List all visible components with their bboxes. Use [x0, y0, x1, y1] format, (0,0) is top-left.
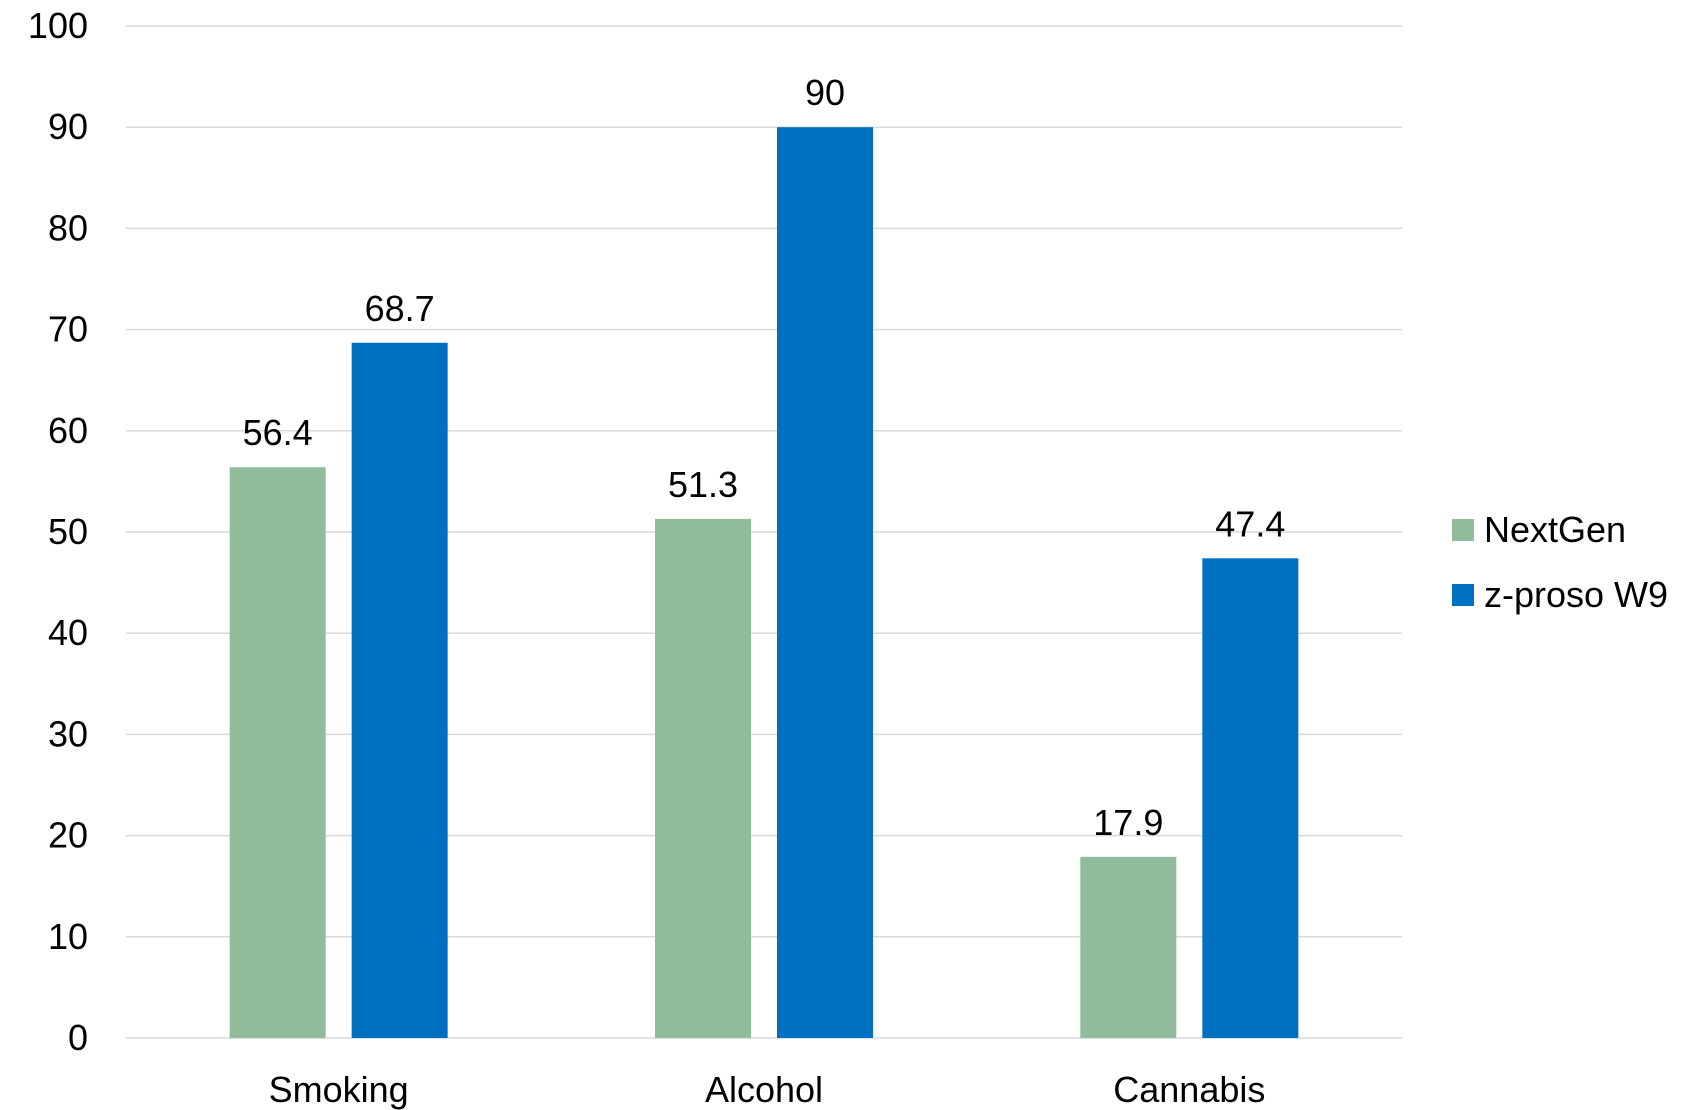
- data-label: 56.4: [243, 412, 313, 453]
- y-tick-label: 10: [48, 916, 88, 957]
- bars: [229, 127, 1299, 1039]
- data-label: 68.7: [365, 288, 435, 329]
- bar-nextgen-alcohol: [655, 518, 751, 1038]
- y-tick-label: 80: [48, 207, 88, 248]
- y-tick-label: 0: [68, 1017, 88, 1058]
- x-category-label: Smoking: [269, 1069, 409, 1110]
- y-tick-label: 60: [48, 410, 88, 451]
- y-tick-label: 100: [28, 5, 88, 46]
- data-label: 90: [805, 72, 845, 113]
- x-axis-categories: Smoking Alcohol Cannabis: [269, 1069, 1266, 1110]
- y-tick-label: 30: [48, 713, 88, 754]
- data-label: 47.4: [1215, 503, 1285, 544]
- data-labels: 56.4 68.7 51.3 90 17.9 47.4: [243, 72, 1286, 843]
- y-tick-label: 90: [48, 106, 88, 147]
- y-tick-label: 50: [48, 511, 88, 552]
- bar-z-proso-w9-alcohol: [777, 127, 873, 1038]
- y-tick-label: 40: [48, 612, 88, 653]
- legend-label: z-proso W9: [1484, 574, 1668, 615]
- bar-z-proso-w9-cannabis: [1202, 558, 1299, 1038]
- y-tick-label: 70: [48, 309, 88, 350]
- legend-swatch: [1452, 584, 1474, 606]
- bar-nextgen-cannabis: [1080, 856, 1177, 1038]
- gridlines: [126, 25, 1402, 1039]
- bar-z-proso-w9-smoking: [351, 342, 448, 1039]
- y-axis-ticks: 0 10 20 30 40 50 60 70 80 90 100: [28, 5, 88, 1058]
- data-label: 17.9: [1093, 802, 1163, 843]
- legend-label: NextGen: [1484, 509, 1626, 550]
- legend-swatch: [1452, 519, 1474, 541]
- data-label: 51.3: [668, 464, 738, 505]
- y-tick-label: 20: [48, 815, 88, 856]
- legend: NextGen z-proso W9: [1452, 509, 1668, 615]
- bar-nextgen-smoking: [229, 467, 326, 1038]
- x-category-label: Alcohol: [705, 1069, 823, 1110]
- x-category-label: Cannabis: [1113, 1069, 1265, 1110]
